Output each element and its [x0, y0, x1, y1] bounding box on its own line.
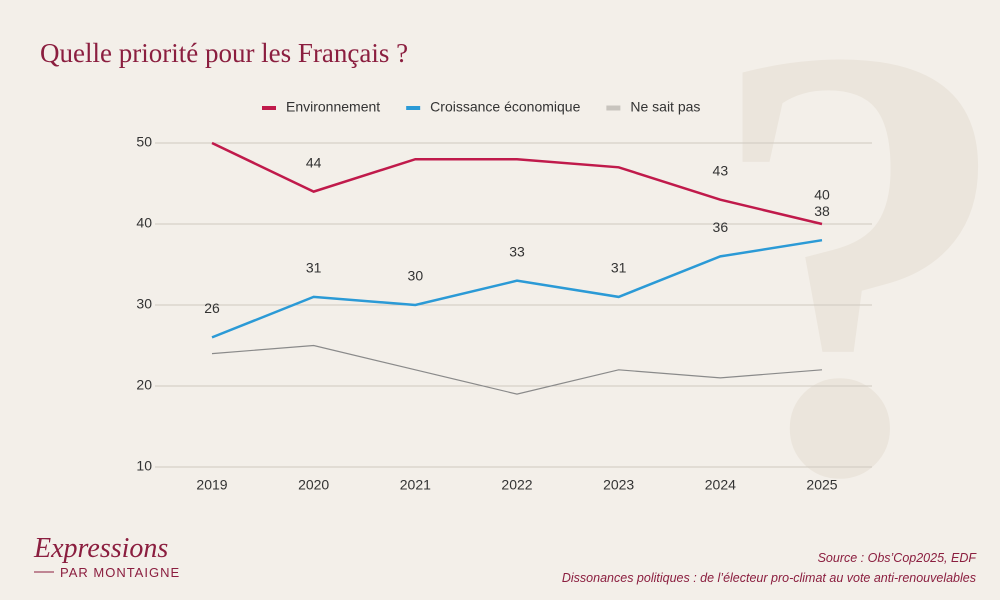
y-tick-label: 50	[136, 134, 152, 150]
data-label: 33	[509, 243, 525, 259]
data-label: 38	[814, 203, 830, 219]
watermark: ?	[705, 0, 1000, 600]
series-line	[211, 141, 823, 226]
y-tick-label: 30	[136, 296, 152, 312]
series-line	[211, 344, 823, 395]
legend-label: Ne sait pas	[630, 99, 700, 115]
data-label: 31	[306, 260, 322, 276]
legend: Environnement Croissance économique Ne sai…	[262, 99, 700, 115]
data-label: 26	[204, 300, 220, 316]
data-label: 31	[611, 260, 627, 276]
legend-label: Environnement	[286, 99, 380, 115]
x-tick-label: 2022	[501, 477, 532, 493]
x-tick-label: 2021	[400, 477, 431, 493]
chart-title: Quelle priorité pour les Français ?	[40, 38, 408, 68]
data-label: 40	[814, 187, 830, 203]
y-tick-label: 20	[136, 377, 152, 393]
x-tick-label: 2023	[603, 477, 634, 493]
y-tick-label: 10	[136, 458, 152, 474]
source: Source : Obs’Cop2025, EDF	[818, 551, 978, 565]
data-label: 44	[306, 154, 322, 170]
x-tick-label: 2020	[298, 477, 329, 493]
brand-subtitle: PAR MONTAIGNE	[60, 565, 180, 580]
source-title: Dissonances politiques : de l’électeur p…	[562, 571, 976, 585]
brand-name: Expressions	[33, 533, 168, 564]
data-label: 30	[408, 268, 424, 284]
series-line	[211, 238, 823, 339]
data-label: 36	[713, 219, 729, 235]
legend-label: Croissance économique	[430, 99, 580, 115]
data-label: 43	[713, 162, 729, 178]
y-tick-label: 40	[136, 215, 152, 231]
x-tick-label: 2024	[705, 477, 736, 493]
x-tick-label: 2019	[196, 477, 227, 493]
x-tick-label: 2025	[806, 477, 837, 493]
